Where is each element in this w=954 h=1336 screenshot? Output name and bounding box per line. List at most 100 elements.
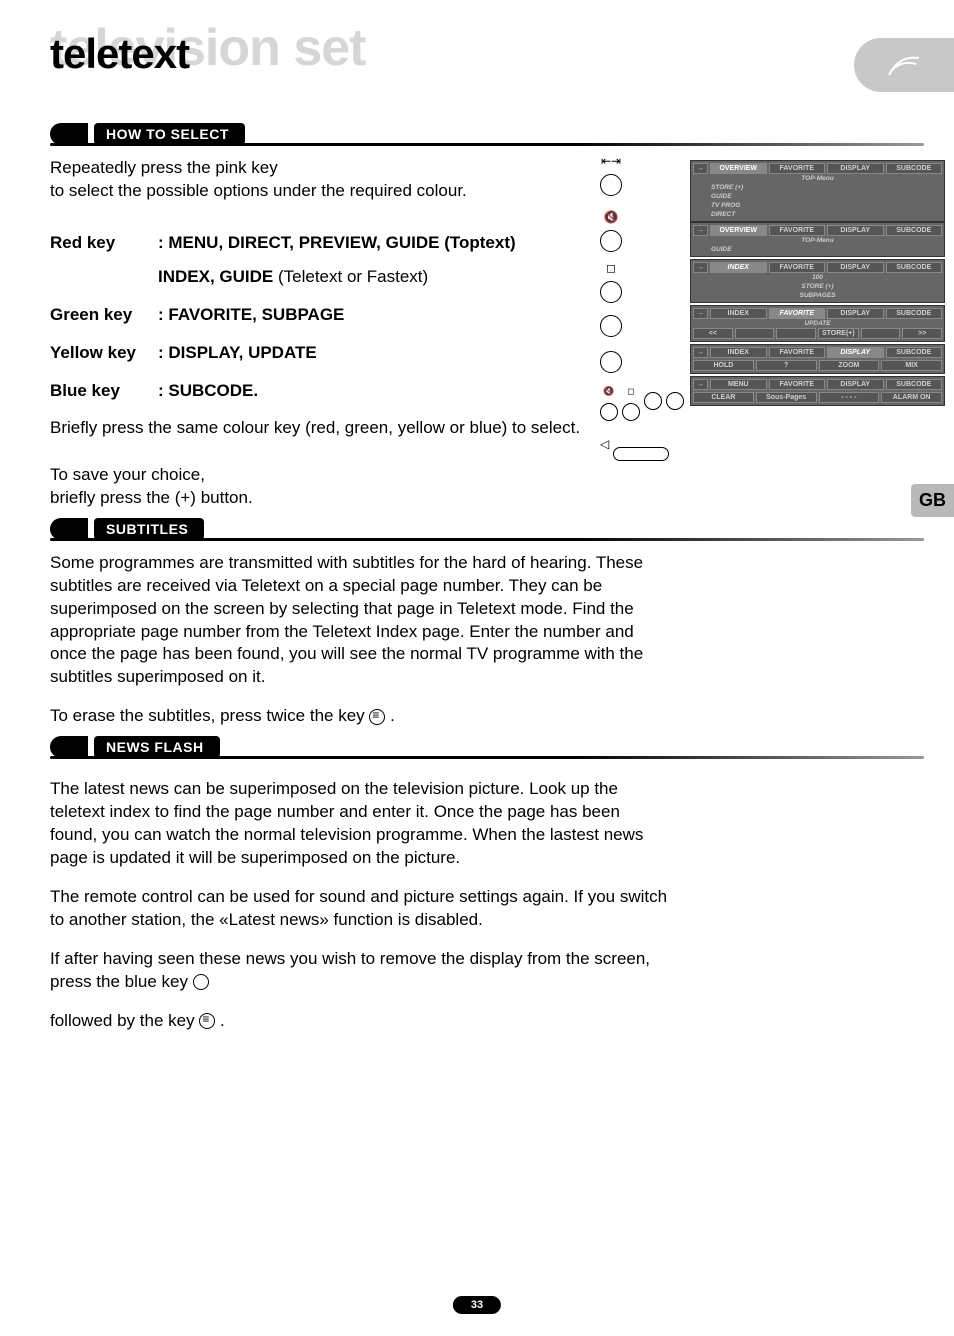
section-title: HOW TO SELECT — [94, 123, 245, 145]
osd-cell: HOLD — [693, 360, 754, 371]
osd-cell: >> — [902, 328, 942, 339]
remote-button — [600, 281, 622, 303]
remote-button — [600, 351, 622, 373]
key-desc: : FAVORITE, SUBPAGE — [158, 305, 344, 324]
osd-row: →OVERVIEWFAVORITEDISPLAYSUBCODE — [693, 225, 942, 236]
osd-sub: GUIDE — [693, 245, 942, 254]
remote-button — [600, 403, 618, 421]
osd-cell: FAVORITE — [769, 379, 826, 390]
osd-cell: INDEX — [710, 262, 767, 273]
newsflash-body: The latest news can be superimposed on t… — [50, 778, 670, 1032]
osd-cell: → — [693, 347, 708, 358]
osd-cell: OVERVIEW — [710, 163, 767, 174]
intro-line-2: to select the possible options under the… — [50, 180, 670, 203]
brand-logo — [854, 38, 954, 92]
remote-button — [600, 230, 622, 252]
osd-sub: DIRECT — [693, 210, 942, 219]
newsflash-p4-b: . — [220, 1011, 225, 1030]
key-label: Blue key — [50, 381, 158, 401]
osd-cell: DISPLAY — [827, 347, 884, 358]
osd-sub: 100 — [693, 273, 942, 282]
osd-row: HOLD?ZOOMMIX — [693, 360, 942, 371]
newsflash-p2: The remote control can be used for sound… — [50, 886, 670, 932]
section-tail — [50, 538, 924, 541]
osd-row: << STORE(+) >> — [693, 328, 942, 339]
osd-cell: → — [693, 308, 708, 319]
section-stub — [50, 123, 88, 145]
osd-cell: MENU — [710, 379, 767, 390]
osd-cell: ALARM ON — [881, 392, 942, 403]
subtitles-body: Some programmes are transmitted with sub… — [50, 552, 670, 729]
key-row-blue: Blue key : SUBCODE. — [50, 381, 670, 401]
triangle-icon: ◁ — [600, 437, 609, 451]
page-header: television set teletext — [0, 0, 954, 95]
osd-cell: DISPLAY — [827, 163, 884, 174]
key-desc: : MENU, DIRECT, PREVIEW, GUIDE (Toptext) — [158, 233, 516, 252]
blue-key-icon — [193, 974, 209, 990]
key-label: Yellow key — [50, 343, 158, 363]
remote-button — [600, 174, 622, 196]
key-sub-bold: INDEX, GUIDE — [158, 267, 273, 286]
osd-sub: UPDATE — [693, 319, 942, 328]
outro-text: Briefly press the same colour key (red, … — [50, 417, 670, 440]
section-title: NEWS FLASH — [94, 736, 220, 758]
osd-row: →MENUFAVORITEDISPLAYSUBCODE — [693, 379, 942, 390]
osd-cell: FAVORITE — [769, 347, 826, 358]
osd-cell: ? — [756, 360, 817, 371]
osd-cell: SUBCODE — [886, 347, 943, 358]
newsflash-p1: The latest news can be superimposed on t… — [50, 778, 670, 870]
remote-button — [644, 392, 662, 410]
osd-sub: STORE (+) — [693, 282, 942, 291]
subtitles-p2-a: To erase the subtitles, press twice the … — [50, 706, 369, 725]
language-tab: GB — [911, 484, 954, 517]
osd-cell: OVERVIEW — [710, 225, 767, 236]
key-row-red: Red key : MENU, DIRECT, PREVIEW, GUIDE (… — [50, 233, 670, 253]
osd-cell: DISPLAY — [827, 308, 884, 319]
save-line-2: briefly press the (+) button. — [50, 487, 670, 510]
key-desc: : DISPLAY, UPDATE — [158, 343, 317, 362]
osd-sub: SUBPAGES — [693, 291, 942, 300]
remote-button — [600, 315, 622, 337]
section-bar-newsflash: NEWS FLASH — [50, 736, 924, 762]
save-line-1: To save your choice, — [50, 464, 670, 487]
remote-button — [666, 392, 684, 410]
key-desc: : SUBCODE. — [158, 381, 258, 400]
osd-cell — [861, 328, 901, 339]
osd-cell: → — [693, 379, 708, 390]
mute-small-icon: 🔇 — [600, 386, 618, 397]
osd-cell: << — [693, 328, 733, 339]
osd-cell: INDEX — [710, 347, 767, 358]
key-row-green: Green key : FAVORITE, SUBPAGE — [50, 305, 670, 325]
subtitles-p2-b: . — [390, 706, 395, 725]
osd-cell: SUBCODE — [886, 225, 943, 236]
remote-color-row: 🔇 ◻ — [600, 386, 684, 427]
osd-cell: MIX — [881, 360, 942, 371]
osd-cell: DISPLAY — [827, 262, 884, 273]
key-red-sub: INDEX, GUIDE (Teletext or Fastext) — [158, 267, 670, 287]
osd-cell: → — [693, 163, 708, 174]
intro-line-1: Repeatedly press the pink key — [50, 157, 670, 180]
osd-cell: SUBCODE — [886, 262, 943, 273]
osd-sub: STORE (+) — [693, 183, 942, 192]
osd-cell: SUBCODE — [886, 163, 943, 174]
subtitles-p2: To erase the subtitles, press twice the … — [50, 705, 670, 728]
osd-cell: SUBCODE — [886, 308, 943, 319]
osd-row: →INDEXFAVORITEDISPLAYSUBCODE — [693, 308, 942, 319]
osd-cell: STORE(+) — [818, 328, 859, 339]
key-sub-normal: (Teletext or Fastext) — [273, 267, 428, 286]
osd-cell: ZOOM — [819, 360, 880, 371]
newsflash-p4: followed by the key . — [50, 1010, 670, 1033]
key-label: Red key — [50, 233, 158, 253]
section-bar-how-to-select: HOW TO SELECT — [50, 123, 924, 149]
osd-cell: → — [693, 225, 708, 236]
osd-sub: TOP-Menu — [693, 236, 942, 245]
key-label: Green key — [50, 305, 158, 325]
skip-icon: ⇤⇥ — [600, 154, 622, 168]
osd-sub: TOP-Menu — [693, 174, 942, 183]
key-row-yellow: Yellow key : DISPLAY, UPDATE — [50, 343, 670, 363]
remote-flat-button — [613, 447, 669, 461]
osd-panel: →INDEXFAVORITEDISPLAYSUBCODE100STORE (+)… — [690, 259, 945, 303]
how-to-select-body: Repeatedly press the pink key to select … — [50, 157, 670, 510]
osd-cell: FAVORITE — [769, 163, 826, 174]
osd-cell — [776, 328, 816, 339]
